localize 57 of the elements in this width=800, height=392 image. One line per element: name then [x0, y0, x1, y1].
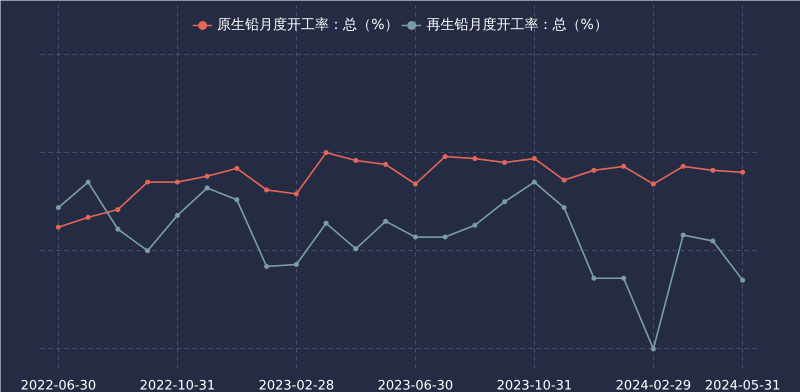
point — [264, 187, 270, 192]
point — [591, 276, 596, 281]
point — [174, 180, 180, 185]
x-tick-label: 2023-06-30 — [378, 378, 454, 392]
point — [353, 158, 358, 164]
point — [591, 168, 596, 173]
point — [621, 276, 626, 281]
point — [353, 246, 358, 252]
point — [532, 180, 537, 185]
point — [502, 160, 508, 165]
legend-label: 原生铅月度开工率：总（%） — [217, 16, 398, 34]
point — [145, 180, 150, 185]
point — [680, 232, 686, 238]
x-tick-label: 2024-02-29 — [616, 378, 692, 392]
point — [383, 218, 388, 224]
point — [234, 197, 240, 202]
point — [562, 178, 567, 183]
point — [650, 182, 656, 187]
x-tick-label: 2024-05-31 — [704, 378, 780, 392]
point — [412, 234, 418, 240]
point — [740, 170, 746, 175]
point — [204, 174, 210, 179]
point — [472, 156, 478, 162]
point — [324, 150, 329, 156]
point — [740, 278, 746, 283]
point — [145, 248, 150, 254]
point — [532, 156, 537, 162]
point — [562, 205, 567, 210]
point — [442, 154, 448, 160]
point — [710, 168, 716, 173]
point — [294, 191, 299, 196]
point — [502, 199, 508, 204]
point — [412, 182, 418, 187]
point — [204, 185, 210, 190]
point — [174, 212, 180, 218]
point — [710, 238, 716, 244]
point — [383, 162, 388, 167]
point — [442, 234, 448, 240]
point — [264, 264, 270, 269]
x-tick-label: 2022-06-30 — [20, 378, 96, 392]
x-tick-label: 2023-10-31 — [496, 378, 572, 392]
x-tick-label: 2023-02-28 — [258, 378, 334, 392]
point — [86, 180, 91, 185]
point — [472, 222, 478, 228]
point — [621, 164, 626, 169]
point — [324, 220, 329, 226]
point — [86, 214, 91, 220]
point — [115, 207, 120, 212]
point — [650, 346, 656, 352]
point — [115, 226, 120, 232]
point — [56, 205, 61, 210]
point — [680, 164, 686, 169]
point — [56, 224, 61, 230]
x-tick-label: 2022-10-31 — [140, 378, 216, 392]
legend-label: 再生铅月度开工率：总（%） — [426, 16, 608, 34]
point — [234, 166, 240, 171]
point — [294, 262, 299, 267]
